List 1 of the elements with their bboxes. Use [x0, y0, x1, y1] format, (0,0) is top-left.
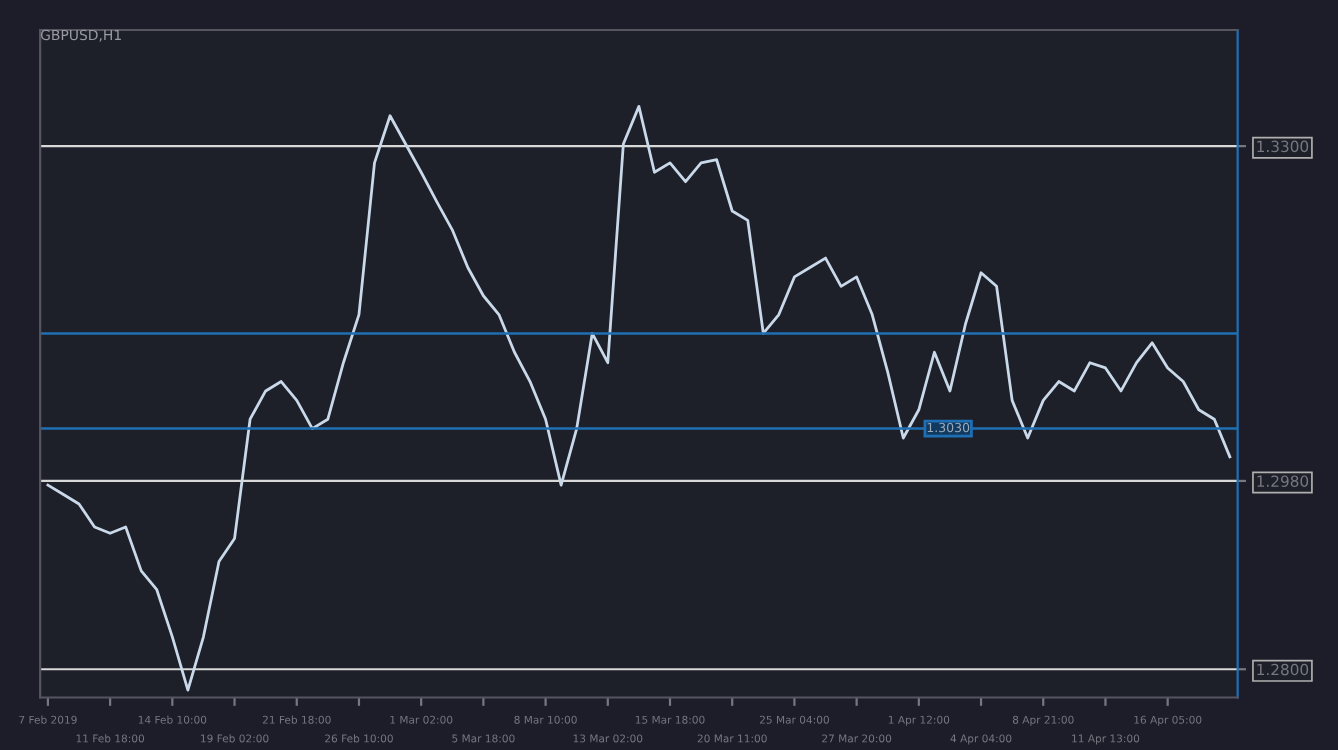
line-series: [46, 104, 1232, 692]
